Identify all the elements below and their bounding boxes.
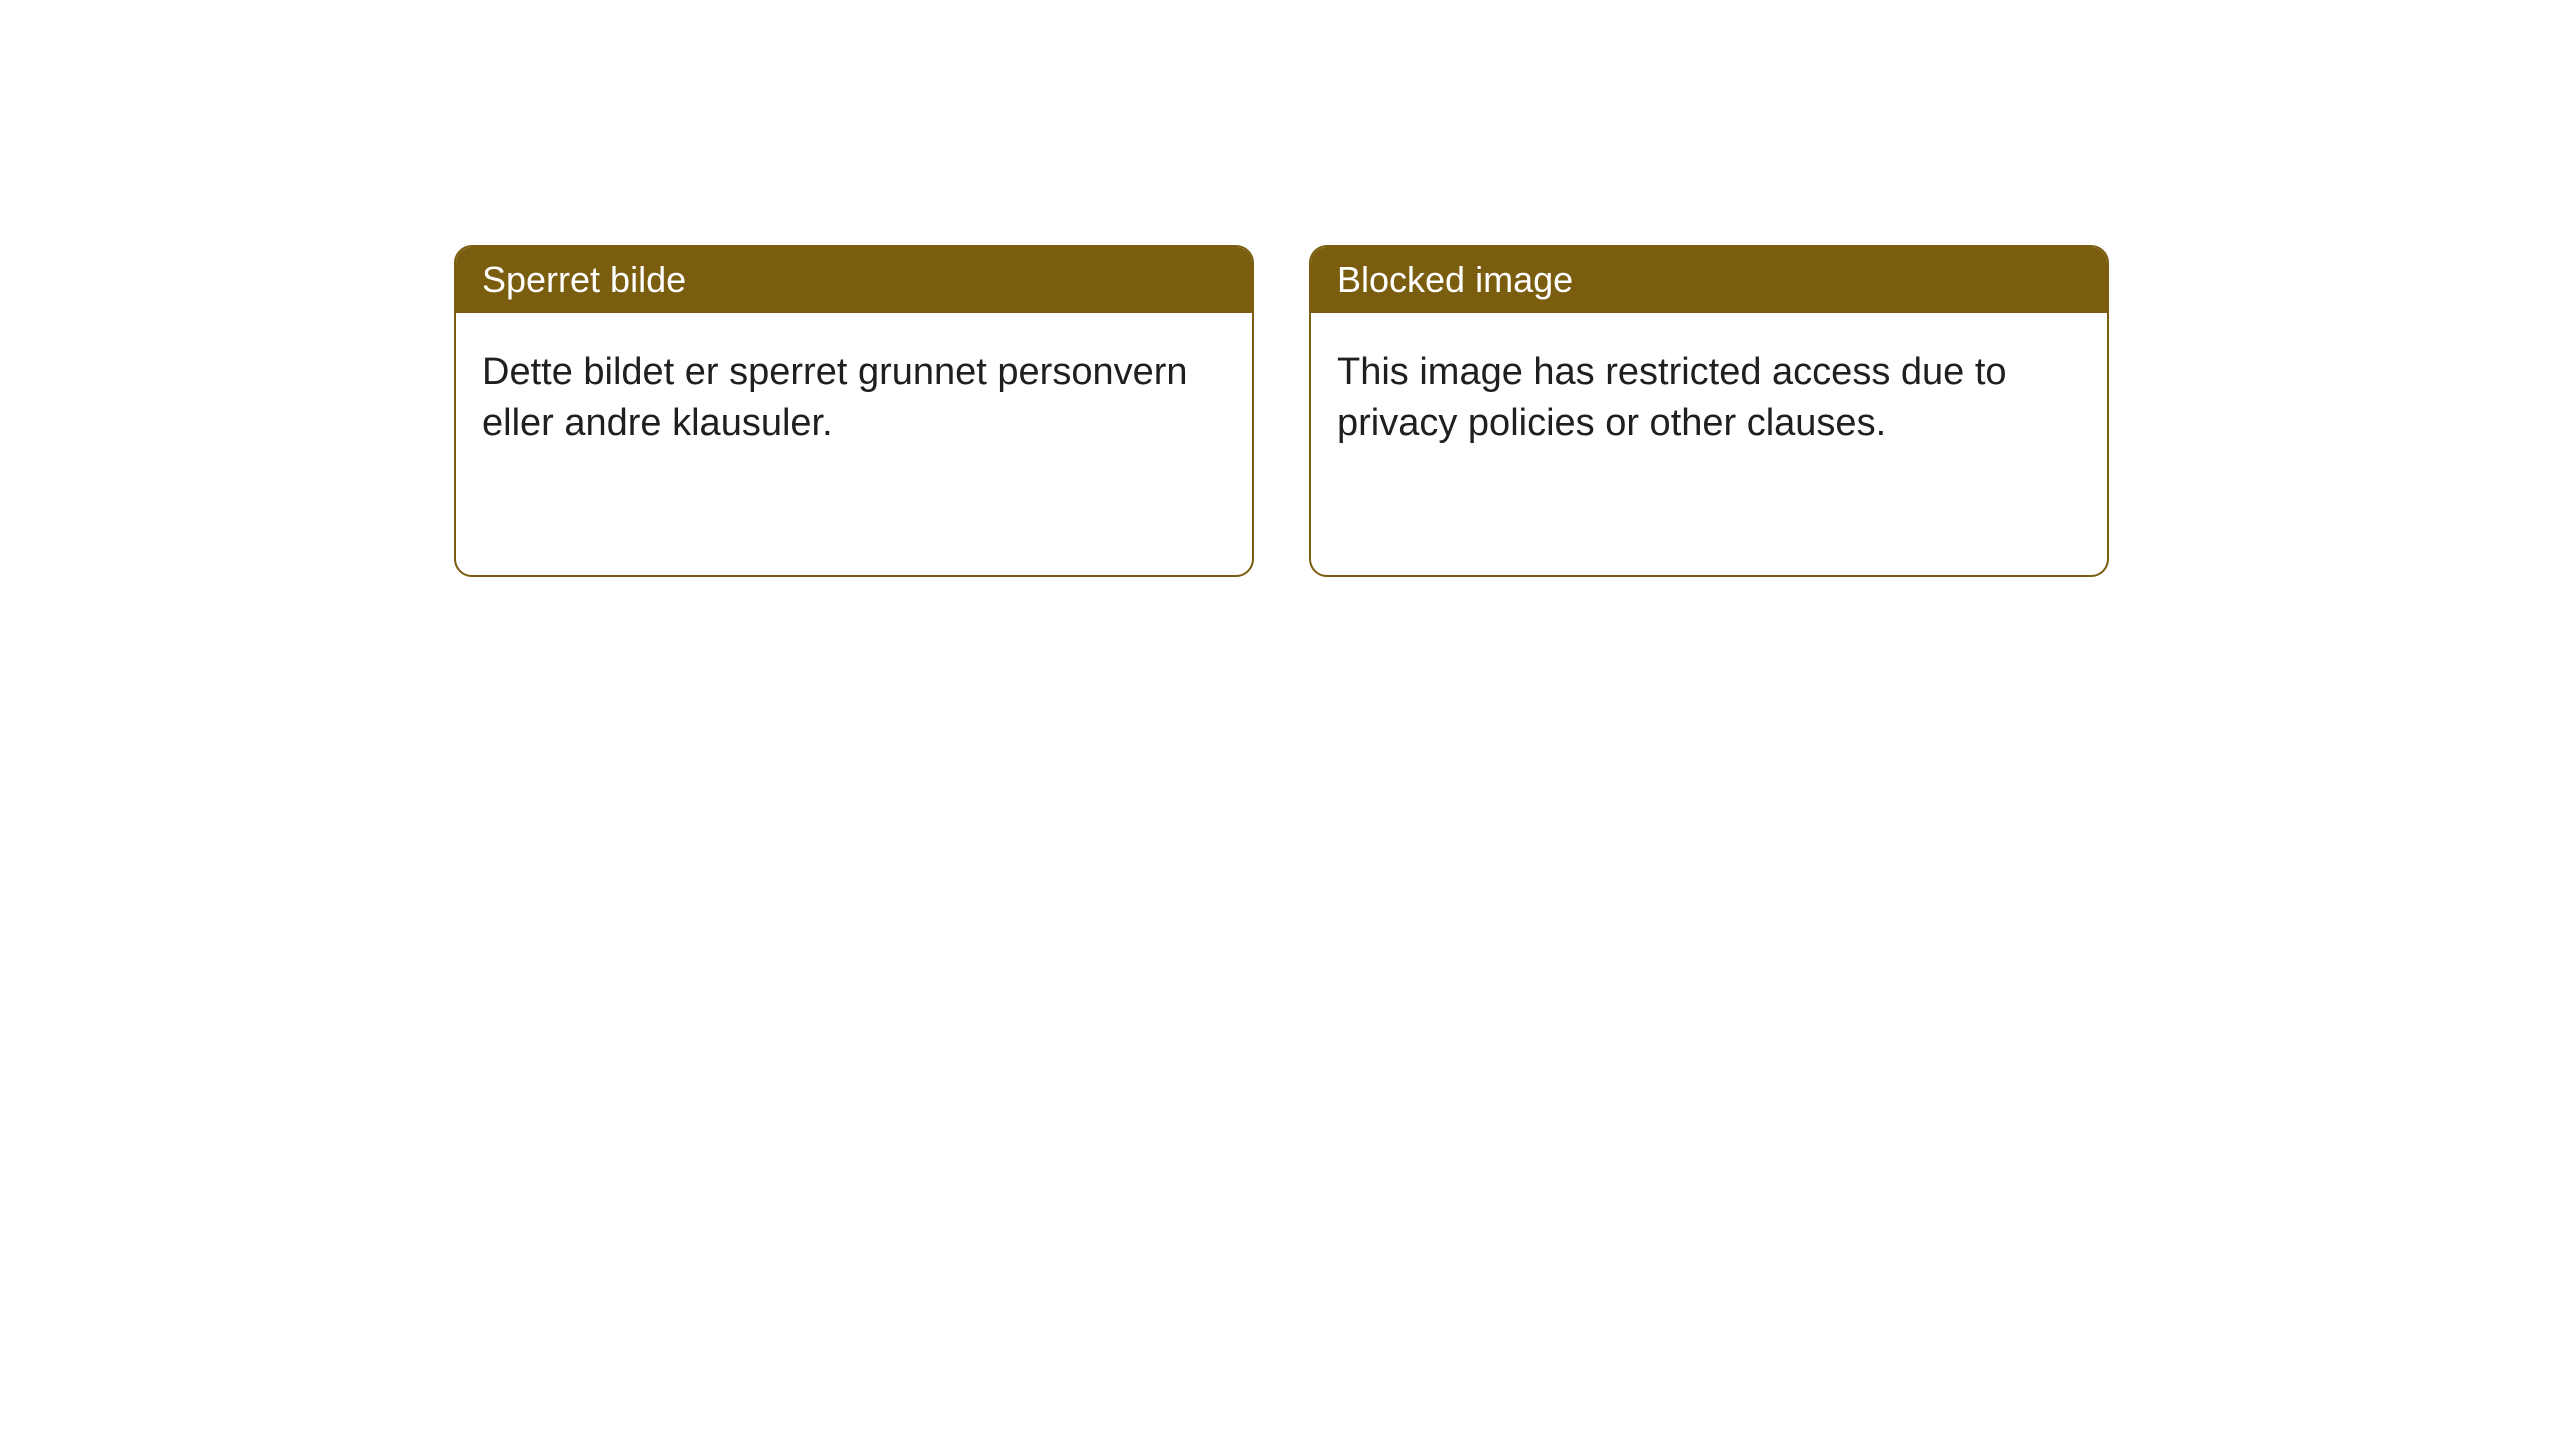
notice-body: Dette bildet er sperret grunnet personve… [456, 313, 1252, 484]
notice-container: Sperret bilde Dette bildet er sperret gr… [0, 0, 2560, 577]
notice-title: Blocked image [1311, 247, 2107, 313]
notice-card-english: Blocked image This image has restricted … [1309, 245, 2109, 577]
notice-title: Sperret bilde [456, 247, 1252, 313]
notice-body: This image has restricted access due to … [1311, 313, 2107, 484]
notice-card-norwegian: Sperret bilde Dette bildet er sperret gr… [454, 245, 1254, 577]
